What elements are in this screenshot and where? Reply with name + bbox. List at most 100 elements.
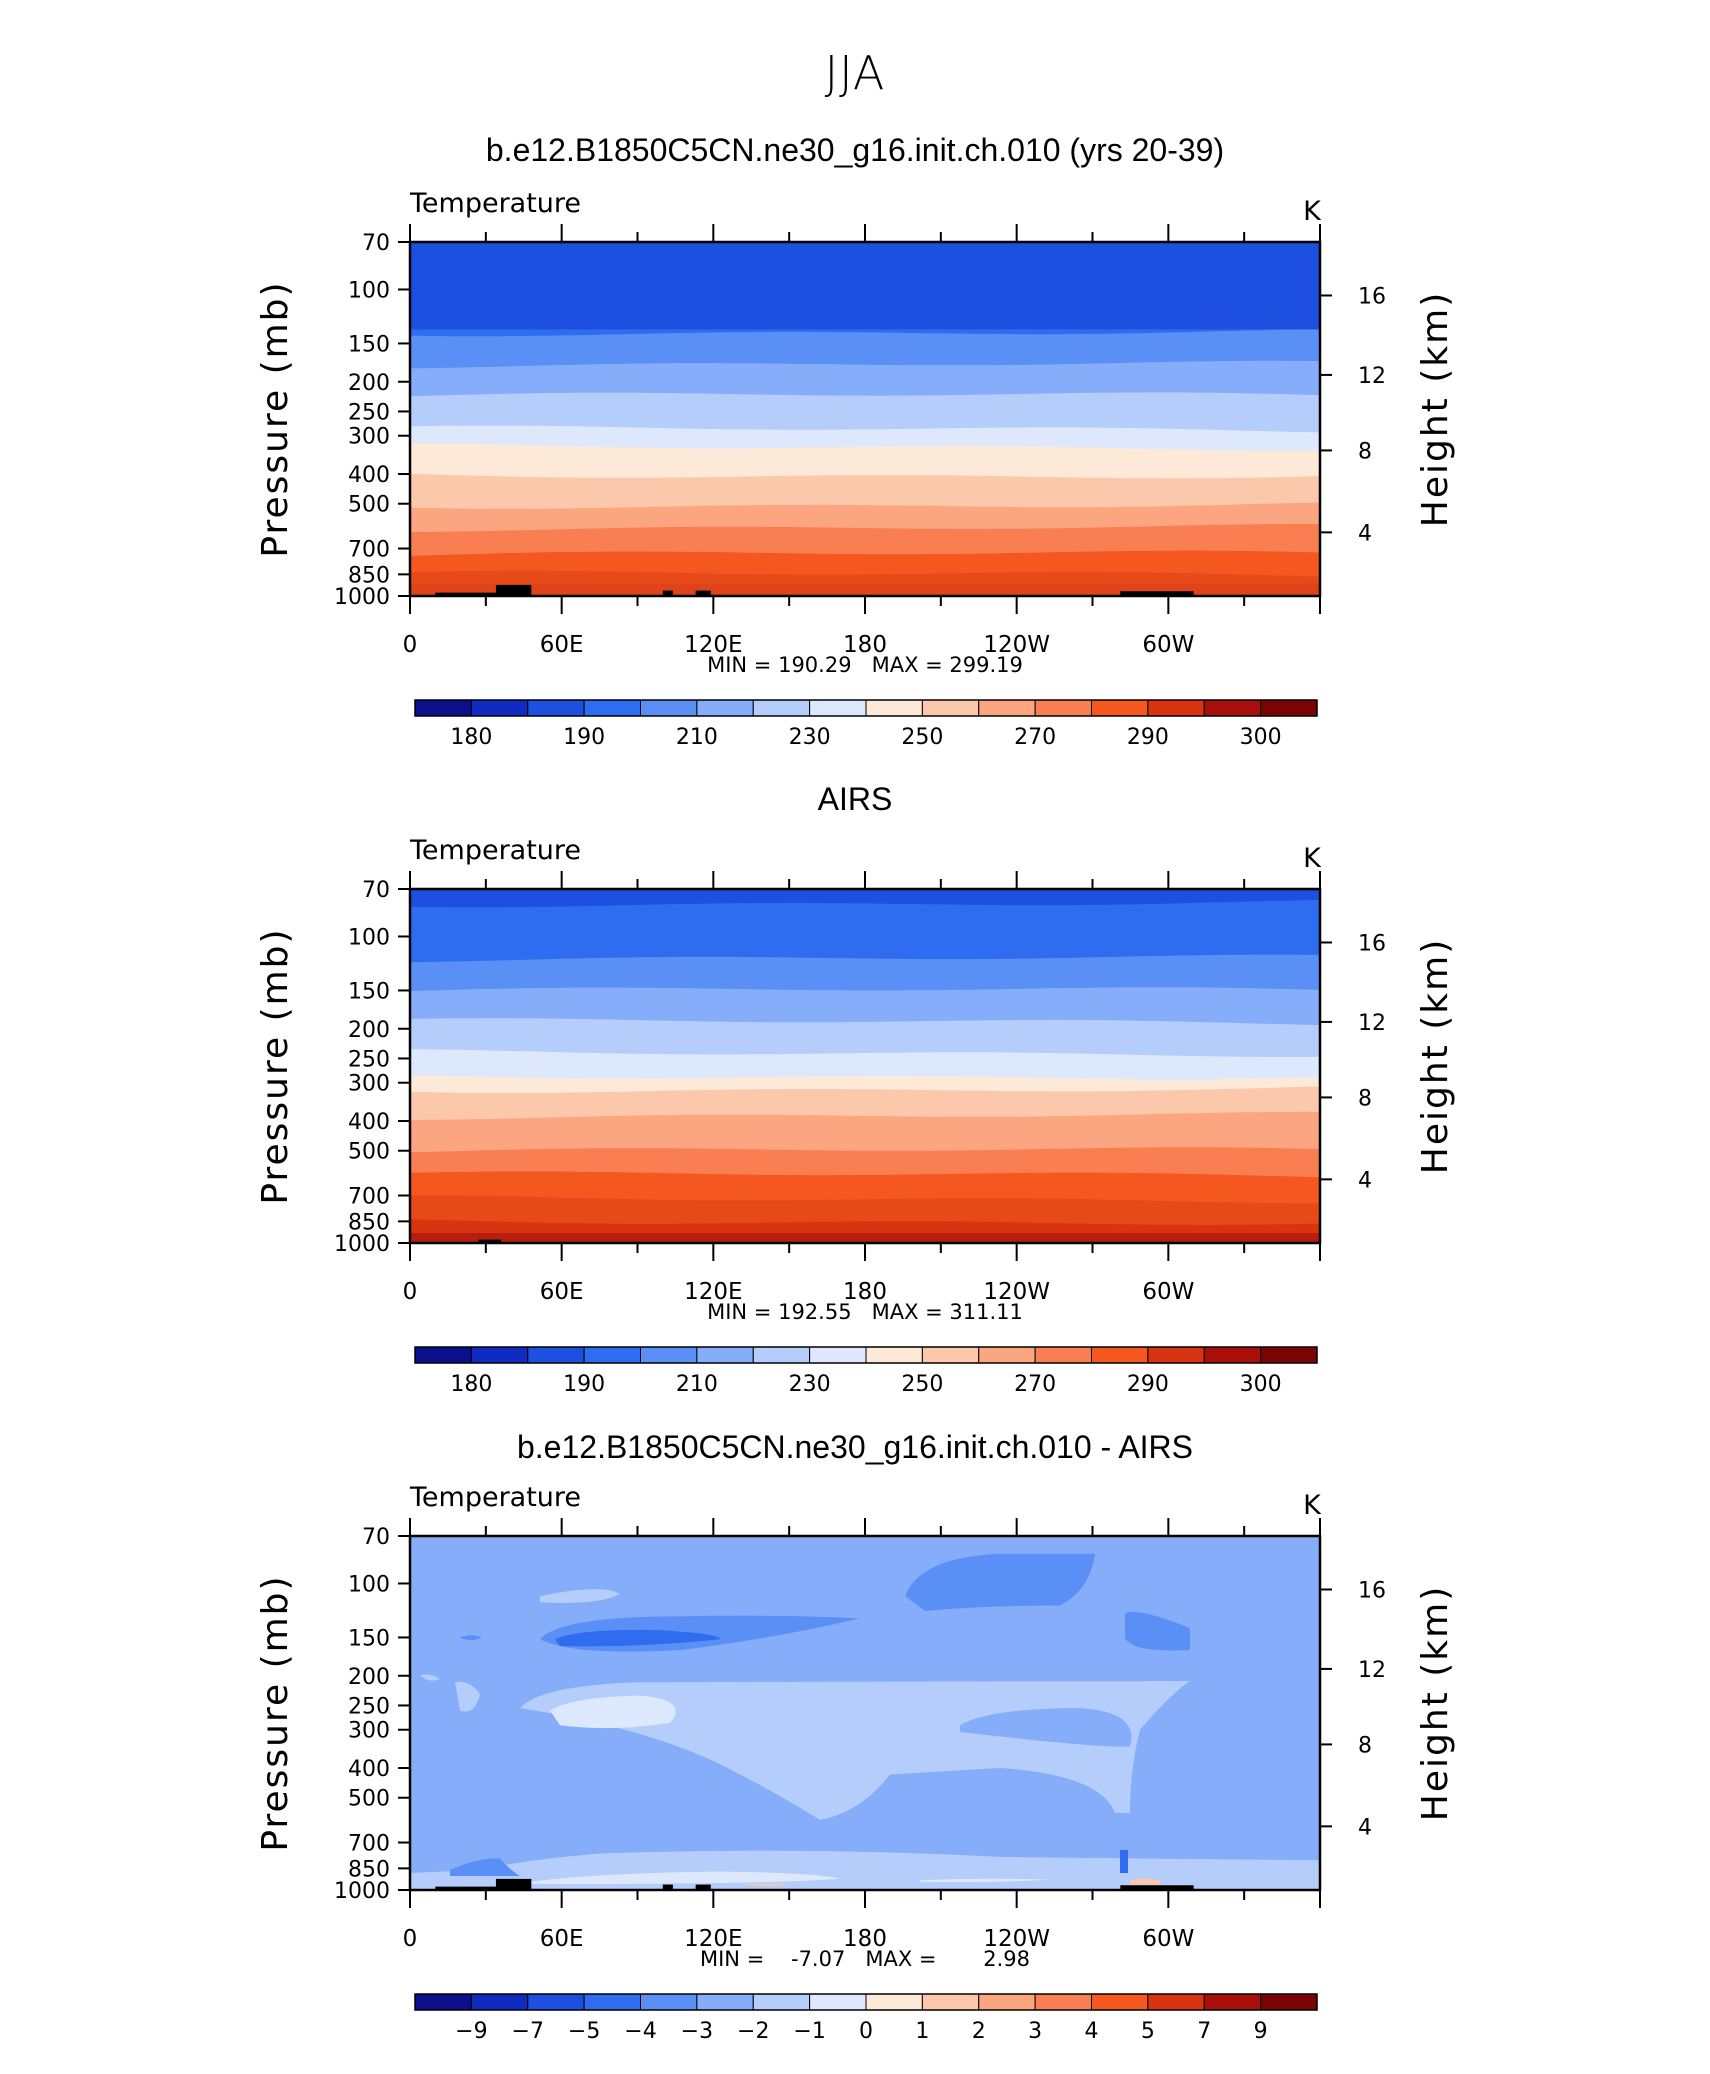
- lon-tick-label: 180: [843, 1279, 887, 1305]
- pressure-tick-label: 100: [348, 278, 390, 303]
- pressure-tick-label: 1000: [334, 1879, 390, 1904]
- pressure-tick-label: 150: [348, 1626, 390, 1651]
- pressure-tick-label: 850: [348, 1857, 390, 1882]
- colorbar-swatch: [865, 1346, 923, 1364]
- lon-tick-label: 120W: [983, 1279, 1050, 1305]
- y-axis-label-pressure: Pressure (mb): [255, 1574, 296, 1851]
- pressure-tick-label: 500: [348, 1140, 390, 1165]
- lon-tick-label: 0: [403, 632, 418, 658]
- contour-band: [740, 1883, 790, 1886]
- colorbar-swatch: [865, 699, 923, 717]
- colorbar-swatch: [809, 1993, 867, 2011]
- colorbar-label: 270: [1014, 725, 1056, 750]
- contour-band: [460, 1635, 482, 1641]
- lon-tick-label: 60E: [540, 1926, 584, 1952]
- contour-band: [410, 1086, 1320, 1121]
- variable-label: Temperature: [409, 188, 581, 219]
- contour-band: [540, 1589, 620, 1603]
- contour-band: [410, 889, 1320, 909]
- pressure-tick-label: 500: [348, 493, 390, 518]
- min-max-label: MIN = 192.55 MAX = 311.11: [707, 1300, 1023, 1324]
- contour-band: [450, 1858, 520, 1876]
- pressure-tick-label: 250: [348, 400, 390, 425]
- lon-tick-label: 120E: [684, 1926, 742, 1952]
- topography-mask: [662, 590, 673, 596]
- pressure-tick-label: 100: [348, 1572, 390, 1597]
- colorbar-swatch: [809, 699, 867, 717]
- contour-band: [410, 392, 1320, 434]
- colorbar-swatch: [1034, 699, 1092, 717]
- topography-mask: [1120, 591, 1194, 596]
- contour-band: [455, 1681, 480, 1712]
- units-label: K: [1303, 196, 1322, 227]
- variable-label: Temperature: [409, 1482, 581, 1513]
- colorbar-swatch: [752, 699, 811, 717]
- pressure-tick-label: 400: [348, 1110, 390, 1135]
- colorbar-label: 300: [1240, 725, 1282, 750]
- contour-band: [960, 1708, 1132, 1747]
- colorbar-swatch: [921, 699, 980, 717]
- pressure-tick-label: 400: [348, 463, 390, 488]
- pressure-tick-label: 500: [348, 1787, 390, 1812]
- contour-band: [1125, 1612, 1190, 1651]
- pressure-tick-label: 70: [362, 1525, 390, 1550]
- contour-band: [555, 1629, 720, 1647]
- height-tick-label: 4: [1358, 1815, 1372, 1840]
- colorbar-swatch: [1034, 1993, 1092, 2011]
- colorbar-swatch: [865, 1993, 923, 2011]
- colorbar-swatch: [470, 1346, 529, 1364]
- height-tick-label: 8: [1358, 1733, 1372, 1758]
- pressure-tick-label: 300: [348, 1719, 390, 1744]
- colorbar-label: 4: [1085, 2019, 1099, 2044]
- units-label: K: [1303, 1490, 1322, 1521]
- pressure-tick-label: 200: [348, 1665, 390, 1690]
- contour-band: [410, 502, 1320, 533]
- colorbar-swatch: [414, 699, 472, 717]
- pressure-tick-label: 200: [348, 1018, 390, 1043]
- contour-band: [410, 473, 1320, 510]
- pressure-tick-label: 400: [348, 1757, 390, 1782]
- y-axis-label-height: Height (km): [1415, 938, 1456, 1174]
- height-tick-label: 4: [1358, 1168, 1372, 1193]
- pressure-tick-label: 250: [348, 1694, 390, 1719]
- pressure-tick-label: 1000: [334, 585, 390, 610]
- colorbar-swatch: [978, 699, 1036, 717]
- colorbar-swatch: [809, 1346, 867, 1364]
- colorbar-label: 190: [563, 725, 605, 750]
- colorbar-swatch: [1260, 1346, 1318, 1364]
- topography-mask: [695, 590, 711, 596]
- topography-mask: [495, 1878, 532, 1890]
- topography-mask: [478, 1239, 501, 1243]
- colorbar-swatch: [1203, 1346, 1262, 1364]
- pressure-tick-label: 700: [348, 538, 390, 563]
- contour-band: [550, 1695, 676, 1729]
- contour-field: [410, 1536, 1320, 1890]
- colorbar-label: 0: [859, 2019, 873, 2044]
- colorbar-label: 290: [1127, 725, 1169, 750]
- contour-band: [1130, 1878, 1160, 1885]
- colorbar-label: 5: [1141, 2019, 1155, 2044]
- colorbar-label: 250: [901, 1372, 943, 1397]
- lon-tick-label: 0: [403, 1279, 418, 1305]
- colorbar-label: 180: [450, 1372, 492, 1397]
- colorbar-label: 180: [450, 725, 492, 750]
- contour-band: [410, 1147, 1320, 1179]
- colorbar-label: 1: [915, 2019, 929, 2044]
- lon-tick-label: 60W: [1142, 1279, 1194, 1305]
- pressure-tick-label: 1000: [334, 1232, 390, 1257]
- colorbar-swatch: [1091, 1993, 1149, 2011]
- contour-band: [905, 1553, 1095, 1612]
- colorbar-label: 9: [1254, 2019, 1268, 2044]
- colorbar-label: −2: [737, 2019, 769, 2044]
- y-axis-label-pressure: Pressure (mb): [255, 927, 296, 1204]
- pressure-tick-label: 150: [348, 332, 390, 357]
- lon-tick-label: 60E: [540, 1279, 584, 1305]
- height-tick-label: 8: [1358, 1086, 1372, 1111]
- height-tick-label: 12: [1358, 364, 1386, 389]
- colorbar-swatch: [470, 699, 529, 717]
- lon-tick-label: 180: [843, 632, 887, 658]
- colorbar-swatch: [414, 1993, 472, 2011]
- colorbar-swatch: [978, 1346, 1036, 1364]
- contour-band: [1120, 1849, 1128, 1873]
